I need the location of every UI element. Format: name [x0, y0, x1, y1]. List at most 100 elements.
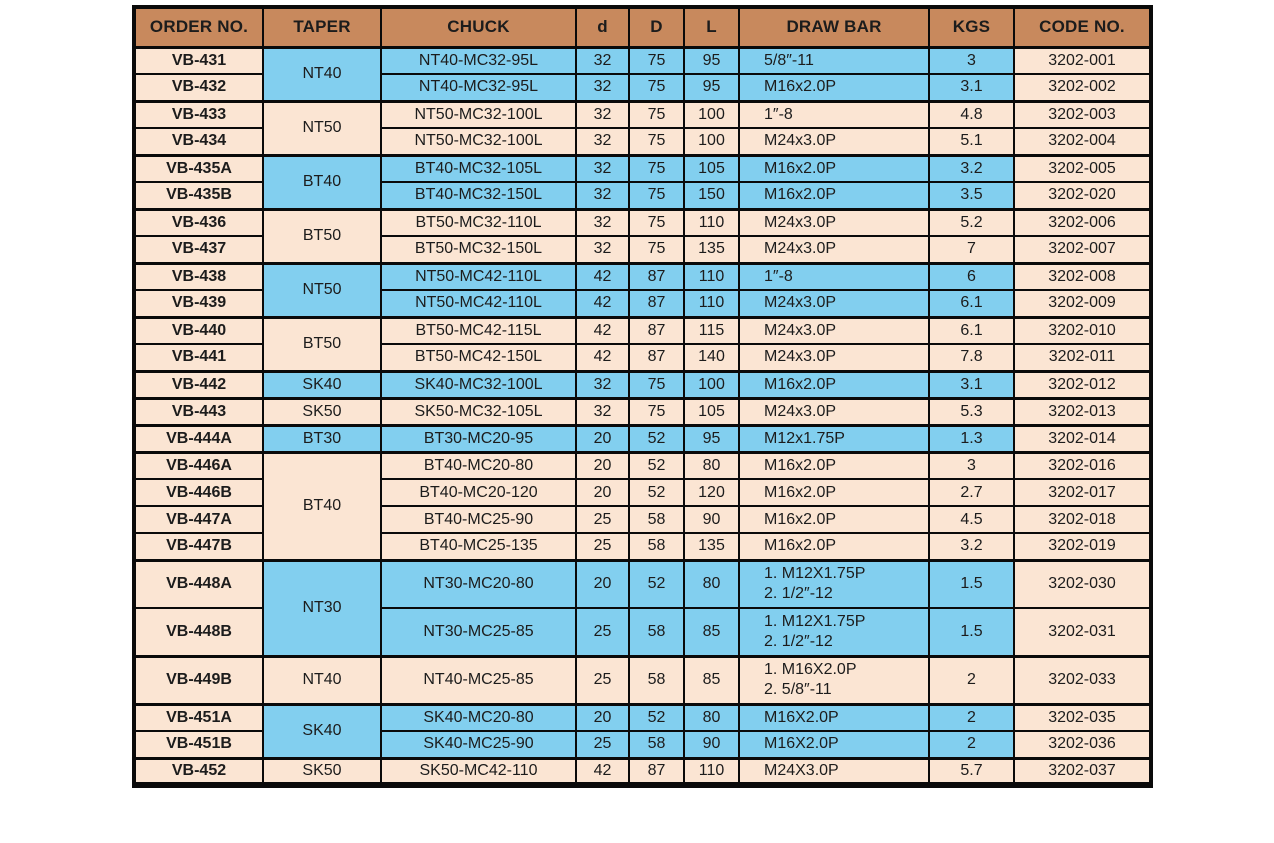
draw-bar-line: M16x2.0P: [764, 537, 837, 555]
draw-bar-cell: M24x3.0P: [738, 207, 930, 237]
kgs-cell: 5.7: [928, 756, 1015, 786]
chuck-cell: BT50-MC42-150L: [380, 343, 577, 372]
code-no-cell: 3202-019: [1013, 532, 1152, 561]
d-major-cell: 87: [628, 756, 685, 786]
l-cell: 110: [683, 207, 740, 237]
order-no-cell: VB-434: [133, 127, 264, 156]
table-row: VB-432 NT40-MC32-95L 32 75 95 M16x2.0P 3.1 3202…: [133, 73, 1152, 102]
chuck-cell: BT40-MC20-80: [380, 450, 577, 480]
code-no-cell: 3202-006: [1013, 207, 1152, 237]
code-no-cell: 3202-007: [1013, 235, 1152, 264]
table-row: VB-440 BT50 BT50-MC42-115L 42 87 115 M24x3.0P 6…: [133, 315, 1152, 372]
table-row: VB-448B NT30-MC25-85 25 58 85 1. M12X1.75P 2. …: [133, 607, 1152, 657]
column-header-chuck: CHUCK: [380, 6, 577, 48]
draw-bar-line: M24X3.0P: [764, 761, 839, 779]
d-major-cell: 87: [628, 261, 685, 291]
column-header-order-no: ORDER NO.: [133, 6, 264, 48]
code-no-cell: 3202-008: [1013, 261, 1152, 291]
draw-bar-line: 2. 1/2″-12: [764, 632, 833, 650]
chuck-cell: BT50-MC32-110L: [380, 207, 577, 237]
order-no-cell: VB-438: [133, 261, 264, 291]
draw-bar-cell: M24x3.0P: [738, 289, 930, 318]
table-row: VB-442 SK40 SK40-MC32-100L 32 75 100 M16x2.0P 3…: [133, 369, 1152, 399]
draw-bar-cell: M16x2.0P: [738, 181, 930, 210]
chuck-spec-table: ORDER NO. TAPER CHUCK d D L DRAW BAR KGS…: [132, 5, 1153, 788]
code-no-cell: 3202-031: [1013, 607, 1152, 657]
taper-cell: NT30: [262, 558, 382, 657]
column-header-taper: TAPER: [262, 6, 382, 48]
table-row: VB-431 NT40 NT40-MC32-95L 32 75 95 5/8″-11 3 320…: [133, 45, 1152, 102]
d-cell: 32: [575, 153, 630, 183]
table-row: VB-449B NT40 NT40-MC25-85 25 58 85 1. M16X2.0P…: [133, 654, 1152, 705]
d-cell: 20: [575, 450, 630, 480]
chuck-cell: NT40-MC25-85: [380, 654, 577, 705]
draw-bar-line: M16X2.0P: [764, 708, 839, 726]
code-no-cell: 3202-030: [1013, 558, 1152, 609]
draw-bar-cell: 1. M12X1.75P 2. 1/2″-12: [738, 558, 930, 609]
draw-bar-line: 5/8″-11: [764, 51, 814, 69]
code-no-cell: 3202-003: [1013, 99, 1152, 129]
kgs-cell: 3: [928, 450, 1015, 480]
header-row: ORDER NO. TAPER CHUCK d D L DRAW BAR KGS…: [133, 6, 1152, 48]
taper-cell: BT40: [262, 153, 382, 210]
d-major-cell: 75: [628, 181, 685, 210]
chuck-cell: BT50-MC42-115L: [380, 315, 577, 345]
chuck-cell: BT40-MC25-90: [380, 505, 577, 534]
d-major-cell: 58: [628, 532, 685, 561]
draw-bar-line: M24x3.0P: [764, 321, 837, 339]
table-row: VB-435B BT40-MC32-150L 32 75 150 M16x2.0P 3.5 3…: [133, 181, 1152, 210]
chuck-cell: NT50-MC42-110L: [380, 261, 577, 291]
d-major-cell: 75: [628, 235, 685, 264]
chuck-cell: NT40-MC32-95L: [380, 73, 577, 102]
code-no-cell: 3202-014: [1013, 423, 1152, 453]
kgs-cell: 2.7: [928, 478, 1015, 507]
d-major-cell: 75: [628, 396, 685, 426]
kgs-cell: 3.2: [928, 153, 1015, 183]
chuck-cell: NT30-MC20-80: [380, 558, 577, 609]
l-cell: 110: [683, 261, 740, 291]
taper-cell: SK40: [262, 702, 382, 759]
kgs-cell: 1.3: [928, 423, 1015, 453]
table-row: VB-438 NT50 NT50-MC42-110L 42 87 110 1″-8 6 3202…: [133, 261, 1152, 318]
draw-bar-cell: M16x2.0P: [738, 532, 930, 561]
kgs-cell: 2: [928, 730, 1015, 759]
d-cell: 32: [575, 369, 630, 399]
d-cell: 32: [575, 127, 630, 156]
draw-bar-line: M16x2.0P: [764, 456, 837, 474]
draw-bar-line: 2. 5/8″-11: [764, 681, 832, 698]
draw-bar-cell: M16x2.0P: [738, 369, 930, 399]
taper-cell: BT30: [262, 423, 382, 453]
code-no-cell: 3202-017: [1013, 478, 1152, 507]
code-no-cell: 3202-033: [1013, 654, 1152, 705]
draw-bar-line: M24x3.0P: [764, 348, 837, 366]
table-row: VB-434 NT50-MC32-100L 32 75 100 M24x3.0P 5.1 32…: [133, 127, 1152, 156]
draw-bar-line: M24x3.0P: [764, 132, 837, 150]
d-major-cell: 75: [628, 73, 685, 102]
draw-bar-cell: M24x3.0P: [738, 343, 930, 372]
code-no-cell: 3202-020: [1013, 181, 1152, 210]
draw-bar-cell: 5/8″-11: [738, 45, 930, 75]
chuck-cell: BT40-MC25-135: [380, 532, 577, 561]
d-major-cell: 58: [628, 730, 685, 759]
draw-bar-cell: 1. M16X2.0P 2. 5/8″-11: [738, 654, 930, 705]
order-no-cell: VB-441: [133, 343, 264, 372]
table-row: VB-451B SK40-MC25-90 25 58 90 M16X2.0P 2 3202-0…: [133, 730, 1152, 759]
d-major-cell: 87: [628, 343, 685, 372]
code-no-cell: 3202-001: [1013, 45, 1152, 75]
draw-bar-cell: M24x3.0P: [738, 127, 930, 156]
column-header-draw-bar: DRAW BAR: [738, 6, 930, 48]
d-major-cell: 87: [628, 289, 685, 318]
l-cell: 90: [683, 730, 740, 759]
table-row: VB-448A NT30 NT30-MC20-80 20 52 80 1. M12X1.75…: [133, 558, 1152, 657]
d-cell: 20: [575, 558, 630, 609]
d-cell: 32: [575, 181, 630, 210]
code-no-cell: 3202-010: [1013, 315, 1152, 345]
kgs-cell: 6.1: [928, 315, 1015, 345]
d-major-cell: 75: [628, 127, 685, 156]
taper-cell: NT50: [262, 99, 382, 156]
taper-cell: NT40: [262, 654, 382, 705]
table-row: VB-446A BT40 BT40-MC20-80 20 52 80 M16x2.0P 3 32…: [133, 450, 1152, 561]
d-cell: 32: [575, 207, 630, 237]
kgs-cell: 3.2: [928, 532, 1015, 561]
d-cell: 25: [575, 730, 630, 759]
